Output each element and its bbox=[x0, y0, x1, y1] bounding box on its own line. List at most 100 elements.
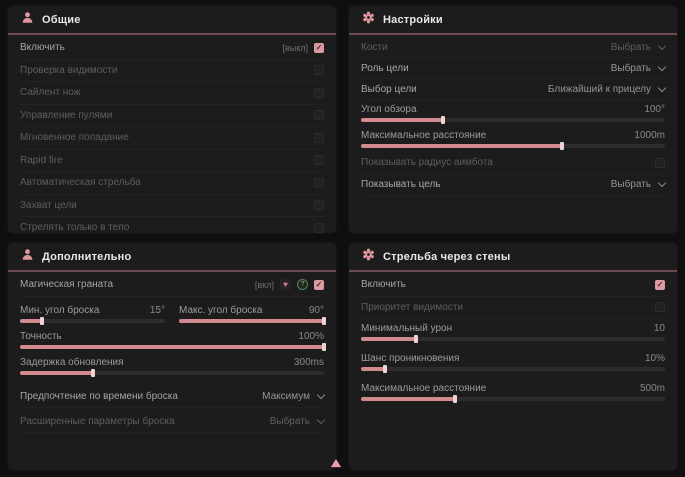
show-radius-checkbox[interactable] bbox=[655, 157, 665, 168]
header-divider bbox=[8, 270, 336, 272]
row-label: Показывать радиус аимбота bbox=[361, 157, 493, 169]
delay-value: 300ms bbox=[293, 356, 324, 368]
panel-additional: Дополнительно Магическая граната [вкл] ♥… bbox=[8, 243, 336, 470]
row-penetration-chance: Шанс проникновения 10% bbox=[361, 349, 665, 375]
row-bullet-control: Управление пулями bbox=[20, 105, 324, 127]
accuracy-slider[interactable] bbox=[20, 342, 326, 351]
row-fov: Угол обзора 100° bbox=[361, 100, 665, 126]
row-label: Магическая граната bbox=[20, 279, 114, 291]
panel-wallbang: Стрельба через стены Включить ✓ Приорите… bbox=[349, 243, 677, 470]
row-label: Мгновенное попадание bbox=[20, 132, 129, 144]
target-lock-checkbox[interactable] bbox=[314, 200, 324, 211]
row-enable: Включить [выкл] ✓ bbox=[20, 37, 324, 60]
row-label: Роль цели bbox=[361, 62, 409, 74]
min-angle-slider-fill[interactable] bbox=[20, 316, 44, 325]
row-label: Предпочтение по времени броска bbox=[20, 391, 178, 402]
header-divider bbox=[349, 270, 677, 272]
row-label: Минимальный урон bbox=[361, 323, 453, 334]
accuracy-slider-fill[interactable] bbox=[20, 342, 326, 351]
max-distance-value: 1000m bbox=[634, 130, 665, 141]
delay-slider[interactable] bbox=[20, 368, 324, 377]
visibility-check-checkbox[interactable] bbox=[314, 65, 324, 76]
heart-icon[interactable]: ♥ bbox=[280, 279, 291, 291]
row-max-distance: Максимальное расстояние 1000m bbox=[361, 126, 665, 152]
row-label: Проверка видимости bbox=[20, 64, 118, 76]
chevron-down-icon bbox=[657, 83, 667, 92]
row-magic-grenade: Магическая граната [вкл] ♥ ? ✓ bbox=[20, 274, 324, 297]
bones-dropdown[interactable]: Выбрать bbox=[611, 41, 667, 53]
row-label: Угол обзора bbox=[361, 104, 417, 115]
max-angle-slider[interactable] bbox=[179, 316, 326, 325]
penetration-slider[interactable] bbox=[361, 365, 665, 373]
target-select-dropdown[interactable]: Ближайший к прицелу bbox=[548, 83, 667, 95]
row-label: Задержка обновления bbox=[20, 356, 124, 368]
rapid-fire-checkbox[interactable] bbox=[314, 155, 324, 166]
row-wallbang-enable: Включить ✓ bbox=[361, 274, 665, 297]
body-only-checkbox[interactable] bbox=[314, 222, 324, 233]
mouse-cursor bbox=[331, 459, 341, 467]
penetration-slider-fill[interactable] bbox=[361, 365, 388, 373]
gear-icon bbox=[362, 11, 375, 29]
panel-title: Общие bbox=[42, 13, 81, 26]
wall-max-distance-value: 500m bbox=[639, 383, 665, 394]
enable-checkbox[interactable]: ✓ bbox=[314, 42, 324, 53]
bullet-control-checkbox[interactable] bbox=[314, 110, 324, 121]
row-throw-time: Предпочтение по времени броска Максимум bbox=[20, 387, 326, 408]
panel-general-header: Общие bbox=[8, 6, 336, 33]
throw-time-dropdown[interactable]: Максимум bbox=[262, 390, 326, 402]
panel-wallbang-header: Стрельба через стены bbox=[349, 243, 677, 270]
row-label: Показывать цель bbox=[361, 179, 441, 190]
max-angle-slider-fill[interactable] bbox=[179, 316, 326, 325]
row-accuracy: Точность 100% bbox=[20, 327, 326, 353]
row-label: Точность bbox=[20, 330, 62, 342]
min-damage-value: 10 bbox=[653, 323, 665, 334]
wall-max-distance-slider[interactable] bbox=[361, 395, 665, 403]
fov-value: 100° bbox=[644, 104, 665, 115]
fov-slider-fill[interactable] bbox=[361, 116, 446, 124]
min-damage-slider-fill[interactable] bbox=[361, 335, 418, 343]
max-angle-value: 90° bbox=[308, 304, 324, 316]
panel-settings-header: Настройки bbox=[349, 6, 677, 33]
row-min-throw-angle: Мин. угол броска 15° bbox=[20, 301, 165, 327]
panel-settings: Настройки Кости Выбрать Роль цели Выбрат… bbox=[349, 6, 677, 233]
wall-max-distance-slider-fill[interactable] bbox=[361, 395, 458, 403]
row-advanced-throw: Расширенные параметры броска Выбрать bbox=[20, 412, 326, 433]
penetration-value: 10% bbox=[644, 353, 665, 364]
row-show-radius: Показывать радиус аимбота bbox=[361, 152, 665, 175]
row-label: Мин. угол броска bbox=[20, 304, 100, 316]
row-update-delay: Задержка обновления 300ms bbox=[20, 353, 324, 379]
row-bones: Кости Выбрать bbox=[361, 37, 667, 58]
row-silent-knife: Сайлент нож bbox=[20, 82, 324, 105]
row-label: Максимальное расстояние bbox=[361, 383, 487, 394]
row-label: Автоматическая стрельба bbox=[20, 177, 141, 189]
header-divider bbox=[8, 33, 336, 35]
row-min-damage: Минимальный урон 10 bbox=[361, 319, 665, 345]
auto-fire-checkbox[interactable] bbox=[314, 177, 324, 188]
instant-hit-checkbox[interactable] bbox=[314, 132, 324, 143]
advanced-throw-dropdown[interactable]: Выбрать bbox=[270, 415, 326, 427]
min-damage-slider[interactable] bbox=[361, 335, 665, 343]
wallbang-enable-checkbox[interactable]: ✓ bbox=[655, 279, 665, 290]
panel-title: Стрельба через стены bbox=[383, 250, 511, 263]
question-icon[interactable]: ? bbox=[297, 279, 308, 291]
row-label: Шанс проникновения bbox=[361, 353, 460, 364]
chevron-down-icon bbox=[316, 390, 326, 400]
max-distance-slider[interactable] bbox=[361, 142, 665, 150]
min-angle-slider[interactable] bbox=[20, 316, 165, 325]
silent-knife-checkbox[interactable] bbox=[314, 87, 324, 98]
hotkey-state: [вкл] bbox=[254, 279, 274, 290]
magic-grenade-checkbox[interactable]: ✓ bbox=[314, 279, 324, 290]
show-target-dropdown[interactable]: Выбрать bbox=[611, 178, 667, 190]
row-label: Захват цели bbox=[20, 199, 77, 211]
accuracy-value: 100% bbox=[298, 330, 324, 342]
max-distance-slider-fill[interactable] bbox=[361, 142, 564, 150]
gear-icon bbox=[362, 248, 375, 266]
fov-slider[interactable] bbox=[361, 116, 665, 124]
row-rapid-fire: Rapid fire bbox=[20, 150, 324, 172]
row-label: Включить bbox=[20, 42, 65, 54]
visibility-priority-checkbox[interactable] bbox=[655, 302, 665, 313]
panel-general: Общие Включить [выкл] ✓ Проверка видимос… bbox=[8, 6, 336, 233]
delay-slider-fill[interactable] bbox=[20, 368, 95, 377]
target-role-dropdown[interactable]: Выбрать bbox=[611, 62, 667, 74]
hotkey-state: [выкл] bbox=[282, 42, 308, 53]
